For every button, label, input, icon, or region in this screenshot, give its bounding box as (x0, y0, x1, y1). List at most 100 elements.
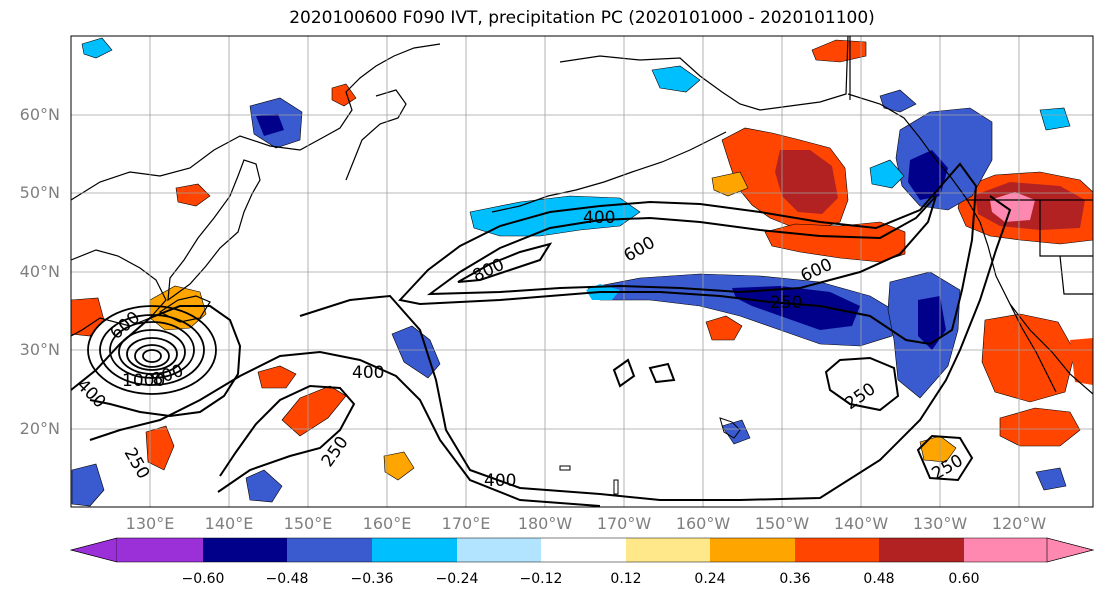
ivt-contours (70, 162, 1012, 507)
ivt-contour-small-2 (648, 362, 676, 384)
island-1 (559, 465, 571, 471)
colorbar-tick-label: −0.48 (265, 571, 309, 587)
precip-patch-siberia-blue-core (256, 114, 284, 136)
colorbar-segment (879, 538, 964, 562)
lon-label: 140°W (833, 514, 889, 533)
precip-patch-nw-blue (81, 37, 113, 59)
lat-label: 40°N (19, 262, 60, 281)
colorbar-segment (964, 538, 1047, 562)
ivt-typhoon-contours (87, 305, 217, 395)
colorbar-tick-label: 0.48 (863, 571, 895, 587)
colorbar-segment (203, 538, 287, 562)
colorbar-segment (541, 538, 626, 562)
precip-patch-arctic (811, 39, 867, 63)
precip-patch-baja (981, 313, 1076, 403)
precip-patch-siberia-2 (175, 183, 211, 207)
precip-patch-wpac-2 (257, 365, 297, 389)
colorbar-tick-label: 0.24 (694, 571, 726, 587)
typhoon-ring-3 (109, 321, 195, 379)
precip-patch-east-blue (1035, 467, 1067, 491)
colorbar-tick-label: 0.12 (610, 571, 642, 587)
ivt-contour-400-south (89, 350, 601, 507)
ivt-contour-250-far-east (916, 434, 974, 482)
lon-label: 130°E (125, 514, 175, 533)
precip-patch-alaska-small (711, 171, 749, 197)
precip-patch-east-blue-2 (1039, 107, 1071, 131)
colorbar-tick-label: −0.36 (350, 571, 394, 587)
map-border (70, 35, 1094, 508)
typhoon-ring-5 (126, 337, 178, 371)
lat-label: 50°N (19, 183, 60, 202)
precip-patch-subtrop-east-core (918, 296, 946, 350)
typhoon-ring-7 (142, 349, 162, 363)
precip-patch-wa-blue (869, 159, 905, 189)
colorbar-segment (626, 538, 710, 562)
colorbar-tick-label: −0.60 (181, 571, 225, 587)
precip-patch-gulf-alaska-core (775, 150, 838, 214)
precip-patch-hawaii-blue (721, 419, 751, 445)
boundary-states (1039, 200, 1093, 295)
colorbar-outline (69, 537, 1095, 563)
colorbar-segment (710, 538, 795, 562)
coastlines (70, 35, 1094, 395)
contour-label: 250 (770, 293, 802, 313)
map-panel (71, 36, 1093, 507)
coastline-japan-south (158, 295, 211, 323)
lon-label: 160°E (362, 514, 412, 533)
precip-patch-wpac-3 (145, 425, 175, 471)
colorbar-segment (372, 538, 457, 562)
ivt-contour-250-south (217, 384, 356, 493)
coastline-asia (70, 43, 441, 201)
ivt-contour-250-east (824, 356, 900, 412)
ivt-contour-600-jet (426, 195, 937, 296)
island-2 (613, 479, 619, 495)
colorbar-segment (457, 538, 541, 562)
lon-label: 140°E (204, 514, 254, 533)
colorbar-tick-label: 0.36 (779, 571, 811, 587)
ivt-contour-800-jet (457, 242, 553, 283)
coastline-alaska (559, 35, 849, 111)
lat-label: 20°N (19, 419, 60, 438)
lat-label: 30°N (19, 340, 60, 359)
coastline-na-west (847, 93, 1094, 395)
contour-label: 1000 (122, 371, 165, 391)
colorbar (69, 537, 1095, 563)
lon-label: 170°W (596, 514, 652, 533)
typhoon-ring-1 (87, 305, 217, 395)
contour-label: 400 (352, 363, 384, 383)
colorbar-extend-high (1046, 537, 1095, 563)
lon-label: 170°E (441, 514, 491, 533)
typhoon-ring-2 (99, 314, 205, 386)
lon-label: 160°W (675, 514, 731, 533)
colorbar-tick-label: −0.12 (519, 571, 563, 587)
precip-patch-ne-pacific-band (764, 221, 906, 263)
contour-label: 400 (583, 208, 615, 228)
colorbar-extend-low (69, 537, 118, 563)
coastline-baja (1009, 303, 1057, 393)
lon-label: 130°W (912, 514, 968, 533)
coastline-kamchatka (345, 89, 407, 181)
ivt-contour-small-1 (612, 358, 636, 388)
typhoon-ring-4 (118, 329, 186, 375)
colorbar-tick-label: 0.60 (948, 571, 980, 587)
precip-patch-sw-blue (71, 463, 105, 507)
precip-patch-wpac-blue-2 (245, 469, 283, 503)
hawaii-island (719, 417, 741, 439)
precip-patch-siberia-1 (331, 83, 357, 107)
lon-label: 120°W (991, 514, 1047, 533)
precip-patch-wpac-blue-1 (391, 325, 441, 379)
lat-label: 60°N (19, 105, 60, 124)
colorbar-segment (287, 538, 372, 562)
precip-patch-subtropic-east (999, 407, 1081, 447)
lon-label: 180°W (517, 514, 573, 533)
colorbar-segment (795, 538, 879, 562)
precip-patch-wpac-4 (383, 451, 415, 481)
typhoon-ring-6 (134, 344, 170, 368)
ivt-contour-400-jet (398, 162, 978, 346)
precip-patch-mid-1 (705, 315, 743, 341)
colorbar-tick-label: −0.24 (435, 571, 479, 587)
islands (559, 417, 741, 495)
coastline-aleutians (491, 131, 727, 213)
colorbar-segment (117, 538, 203, 562)
